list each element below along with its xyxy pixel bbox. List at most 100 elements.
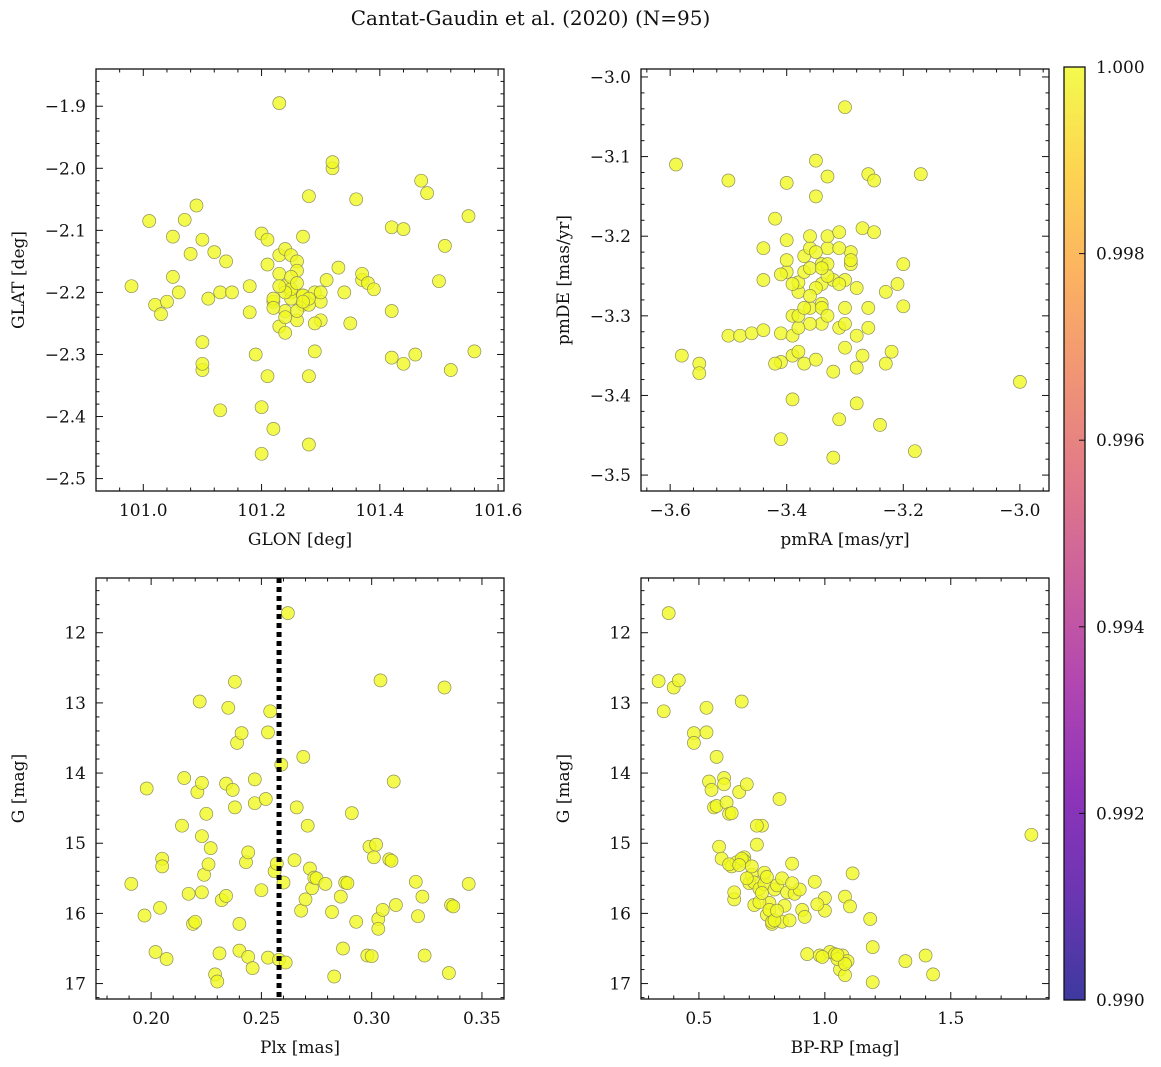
data-point [785, 277, 800, 291]
data-point [800, 947, 815, 961]
data-point [724, 806, 739, 820]
data-point [760, 870, 774, 884]
data-point [770, 903, 784, 918]
data-point [669, 157, 683, 172]
data-point [195, 335, 210, 349]
data-point [201, 291, 216, 306]
y-tick-label: −3.4 [590, 386, 631, 406]
axis-ticks [641, 69, 1049, 492]
data-point [785, 392, 800, 407]
data-point [830, 947, 845, 962]
data-point [908, 444, 922, 459]
data-point [461, 877, 476, 891]
data-point [371, 921, 386, 936]
axis-ticks [641, 578, 1049, 999]
data-point [408, 347, 423, 362]
data-point [219, 889, 233, 903]
data-point [349, 914, 364, 929]
y-tick-label: −2.2 [45, 283, 86, 303]
data-point [337, 285, 352, 300]
data-point [307, 316, 322, 331]
data-point [175, 818, 189, 833]
data-point [918, 948, 933, 963]
data-point [139, 781, 154, 796]
x-tick-label: 0.30 [353, 1009, 391, 1029]
data-point [926, 967, 940, 982]
data-point [302, 437, 316, 452]
data-point [779, 233, 794, 248]
data-point [325, 155, 340, 169]
data-point [732, 858, 747, 872]
data-point [367, 282, 381, 297]
data-point [704, 783, 719, 797]
data-point [661, 606, 676, 620]
data-point [331, 260, 346, 275]
data-point [832, 225, 847, 240]
y-tick-label: −3.5 [590, 466, 631, 486]
data-point [803, 316, 817, 331]
data-point [228, 674, 242, 689]
data-point [878, 285, 893, 299]
panel-proper-motion: −3.6 −3.4 −3.2 −3.0 −3.5 −3.4 −3.3 −3.2 −3.1 −3.0… [554, 68, 1050, 550]
plot-frame [640, 577, 1050, 1000]
y-tick-label: −2.4 [45, 408, 86, 428]
data-point [803, 289, 817, 303]
data-point [307, 344, 322, 359]
data-point [845, 866, 860, 881]
colorbar-tick-label: 0.998 [1096, 245, 1145, 265]
data-point [195, 776, 209, 790]
data-point [461, 209, 476, 223]
data-point [873, 418, 887, 432]
data-point [278, 955, 293, 970]
data-point [296, 750, 311, 764]
colorbar-tick-label: 0.992 [1096, 804, 1145, 824]
data-point [432, 274, 446, 289]
y-tick-label: 16 [64, 904, 86, 924]
data-point [272, 96, 287, 110]
x-tick-label: −3.0 [999, 501, 1040, 521]
y-tick-label: −3.1 [590, 148, 631, 168]
data-point [863, 912, 878, 926]
data-point [838, 301, 852, 315]
data-point [313, 285, 328, 300]
data-point [367, 850, 381, 865]
data-point [774, 326, 788, 341]
data-point [774, 432, 788, 447]
data-point [199, 806, 214, 821]
data-point [181, 886, 196, 901]
data-point [278, 310, 293, 325]
data-point [289, 800, 304, 815]
data-point [809, 245, 823, 259]
data-point [797, 910, 812, 924]
data-point [838, 340, 852, 355]
data-point [260, 369, 275, 384]
data-point [820, 241, 835, 256]
data-point [210, 974, 225, 989]
data-point [849, 360, 864, 375]
data-point [750, 818, 764, 833]
y-tick-label: −2.5 [45, 470, 86, 490]
x-tick-label: 1.0 [811, 1009, 838, 1029]
data-point [849, 328, 864, 343]
data-point [287, 853, 302, 867]
data-point [843, 899, 857, 914]
data-point [820, 308, 835, 323]
data-point [213, 403, 228, 418]
data-point [838, 957, 852, 971]
data-point [212, 946, 227, 961]
data-point [242, 305, 257, 320]
data-point [242, 279, 257, 294]
data-point [266, 301, 281, 315]
data-point [849, 396, 864, 411]
data-point [260, 232, 275, 247]
data-point [855, 221, 870, 236]
colorbar: 0.990 0.992 0.994 0.996 0.998 1.000 [1063, 58, 1145, 1011]
data-point [124, 877, 139, 891]
data-point [155, 859, 170, 874]
data-point [896, 299, 911, 314]
data-points [669, 100, 1027, 465]
data-point [779, 176, 794, 190]
data-point [651, 674, 666, 688]
data-point [408, 874, 423, 889]
x-axis-label: GLON [deg] [248, 530, 352, 550]
